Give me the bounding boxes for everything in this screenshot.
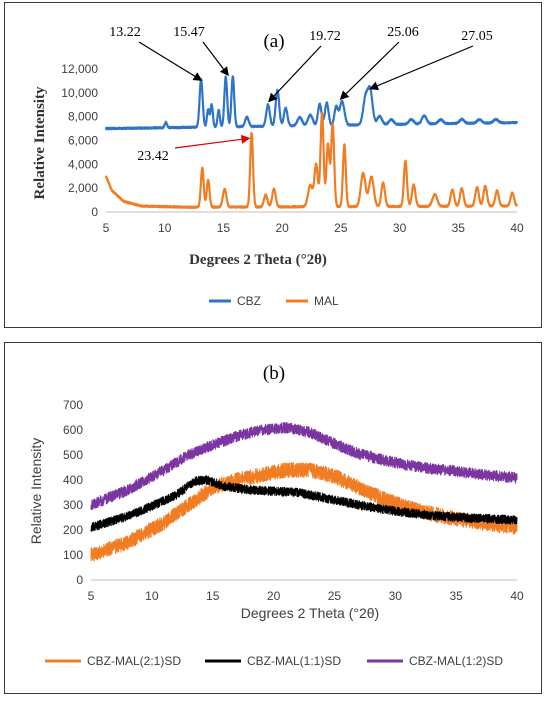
legend-label: MAL: [314, 294, 339, 308]
x-tick-label: 30: [393, 221, 407, 235]
x-tick-label: 20: [275, 221, 289, 235]
x-tick-label: 25: [328, 589, 342, 603]
y-tick-label: 0: [91, 205, 98, 219]
y-tick-label: 600: [63, 423, 83, 437]
peak-annotation-label: 13.22: [109, 25, 141, 40]
y-tick-label: 100: [63, 548, 83, 562]
panel-b: (b) 5 10 15 20 25 30 35 40 0 100 200 300 400 500 600 70…: [4, 342, 542, 694]
chart-b-series-group: [90, 421, 518, 562]
annotation-arrowhead: [339, 90, 350, 100]
series-line-cbz-mal-1-2-sd: [90, 421, 518, 511]
legend-label: CBZ: [237, 294, 261, 308]
x-tick-label: 25: [334, 221, 348, 235]
annotation-arrow: [377, 45, 474, 87]
y-tick-label: 6,000: [68, 134, 98, 148]
x-tick-label: 15: [206, 589, 220, 603]
annotation-arrow: [174, 138, 242, 149]
chart-a-tick-labels: 5 10 15 20 25 30 35 40 0 2,000 4,000 6,000 8,000 10,0…: [61, 62, 524, 235]
chart-a-x-axis-label: Degrees 2 Theta (°2θ): [189, 252, 327, 268]
chart-a-annotations: 13.22 15.47 19.72 25.06 27.05 23.42: [109, 25, 493, 164]
peak-annotation-label: 25.06: [387, 25, 419, 40]
y-tick-label: 400: [63, 473, 83, 487]
series-line-cbz-mal-2-1-sd: [90, 462, 518, 562]
x-tick-label: 30: [389, 589, 403, 603]
chart-b-y-axis-label: Relative Intensity: [28, 438, 44, 545]
x-tick-label: 10: [158, 221, 172, 235]
peak-annotation-label: 19.72: [309, 29, 341, 44]
y-tick-label: 10,000: [61, 86, 98, 100]
y-tick-label: 2,000: [68, 181, 98, 195]
chart-b-panel-label: (b): [263, 363, 285, 384]
y-tick-label: 200: [63, 523, 83, 537]
x-tick-label: 35: [452, 221, 466, 235]
chart-a-legend: CBZ MAL: [209, 294, 339, 308]
annotation-arrowhead: [240, 134, 251, 144]
chart-b-svg: (b) 5 10 15 20 25 30 35 40010020030040050060070…: [28, 363, 524, 668]
series-line-cbz: [104, 75, 519, 131]
series-line-mal: [104, 111, 518, 210]
y-tick-label: 0: [76, 573, 83, 587]
chart-b-legend: CBZ-MAL(2:1)SD CBZ-MAL(1:1)SD CBZ-MAL(1:2)…: [45, 654, 503, 668]
x-tick-label: 5: [103, 221, 110, 235]
legend-label: CBZ-MAL(1:1)SD: [247, 654, 341, 668]
x-tick-label: 15: [217, 221, 231, 235]
peak-annotation-label: 15.47: [173, 25, 205, 40]
annotation-arrow: [345, 41, 400, 95]
x-tick-label: 10: [145, 589, 159, 603]
chart-a-y-axis-label: Relative Intensity: [32, 86, 48, 199]
y-tick-label: 500: [63, 448, 83, 462]
annotation-arrowhead: [192, 72, 203, 81]
chart-a-svg: (a) 13.22 15.47 19.72 25.06 27.05 23.42 5 10 15…: [32, 25, 524, 308]
series-line-cbz-mal-1-1-sd: [90, 475, 518, 533]
x-tick-label: 20: [267, 589, 281, 603]
y-tick-label: 8,000: [68, 110, 98, 124]
chart-a-series-group: [104, 75, 519, 210]
annotation-arrow: [138, 41, 196, 77]
chart-b-x-axis-label: Degrees 2 Theta (°2θ): [241, 605, 379, 621]
y-tick-label: 700: [63, 398, 83, 412]
annotation-arrowhead: [268, 92, 278, 103]
annotation-arrowhead: [219, 66, 229, 77]
annotation-arrow: [202, 41, 224, 70]
y-tick-label: 300: [63, 498, 83, 512]
annotation-arrowhead: [369, 81, 380, 90]
x-tick-label: 40: [510, 589, 524, 603]
x-tick-label: 40: [510, 221, 524, 235]
y-tick-label: 4,000: [68, 157, 98, 171]
x-tick-label: 35: [449, 589, 463, 603]
annotation-arrow: [273, 45, 322, 97]
peak-annotation-label: 27.05: [461, 29, 493, 44]
legend-label: CBZ-MAL(1:2)SD: [409, 654, 503, 668]
peak-annotation-label: 23.42: [137, 149, 169, 164]
chart-a-panel-label: (a): [263, 31, 284, 52]
panel-a: (a) 13.22 15.47 19.72 25.06 27.05 23.42 5 10 15…: [4, 2, 542, 328]
x-tick-label: 5: [88, 589, 95, 603]
legend-label: CBZ-MAL(2:1)SD: [87, 654, 181, 668]
y-tick-label: 12,000: [61, 62, 98, 76]
